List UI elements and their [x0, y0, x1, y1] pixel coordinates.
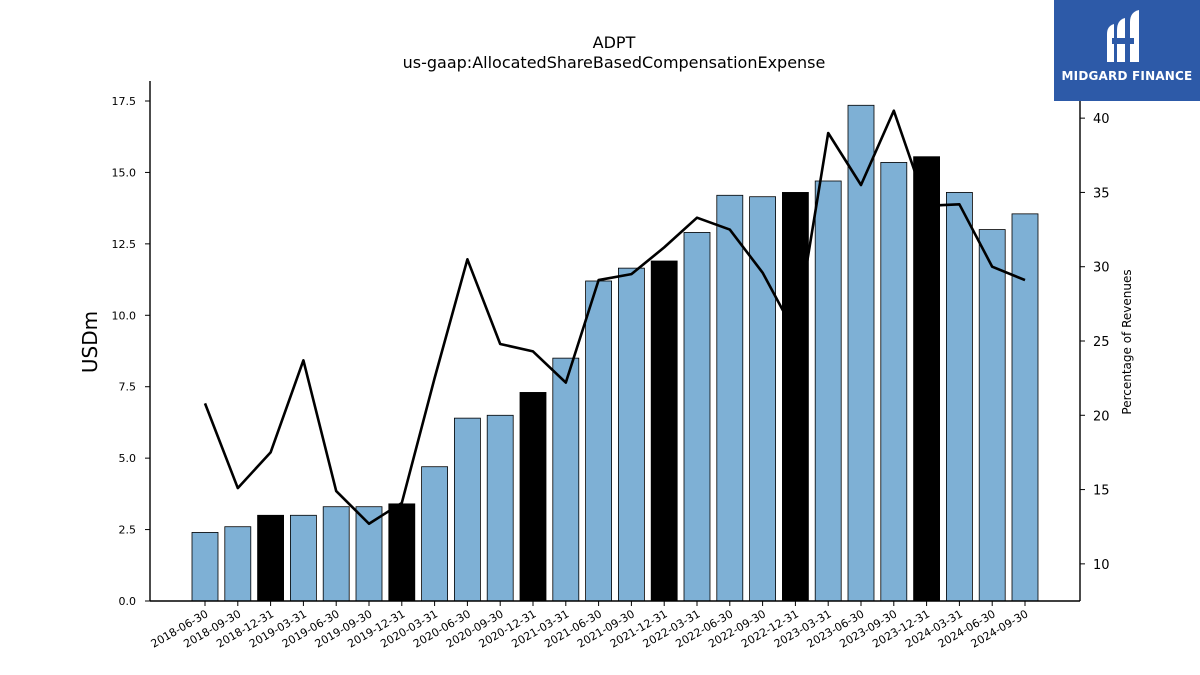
- y-right-tick-label: 10: [1093, 558, 1110, 573]
- bars-layer: [191, 104, 1039, 602]
- bar-2018-12-31: [257, 514, 285, 602]
- bar-2018-06-30: [191, 532, 219, 602]
- y-tick-label: 10.0: [112, 309, 137, 322]
- y-axis-label-right: Percentage of Revenues: [1120, 269, 1134, 414]
- bar-2020-12-31: [519, 392, 547, 602]
- bar-2023-12-31: [913, 156, 940, 602]
- chart-subtitle: us-gaap:AllocatedShareBasedCompensationE…: [403, 53, 826, 72]
- bar-2023-09-30: [880, 162, 908, 602]
- y-tick-label: 7.5: [119, 381, 137, 394]
- y-right-tick-label: 15: [1093, 484, 1110, 499]
- y-tick-label: 15.0: [112, 166, 137, 179]
- bar-2019-03-31: [289, 514, 317, 602]
- bar-2019-12-31: [388, 503, 416, 602]
- bar-2020-09-30: [486, 414, 514, 602]
- bar-2019-06-30: [322, 506, 350, 602]
- bar-2024-09-30: [1011, 213, 1039, 602]
- midgard-logo-icon: [1107, 10, 1139, 62]
- midgard-finance-logo: MIDGARD FINANCE: [1054, 0, 1200, 101]
- bar-2021-09-30: [618, 267, 645, 602]
- y-tick-label: 5.0: [119, 452, 137, 465]
- y-tick-label: 17.5: [112, 95, 137, 108]
- y-axis-label: USDm: [78, 311, 102, 373]
- bar-2022-09-30: [749, 196, 776, 602]
- y-right-tick-label: 25: [1093, 335, 1110, 350]
- bar-2022-12-31: [782, 192, 809, 602]
- y-tick-label: 2.5: [119, 524, 137, 537]
- bar-2023-06-30: [847, 104, 875, 602]
- bar-2021-06-30: [585, 280, 612, 602]
- bar-2022-06-30: [716, 194, 744, 602]
- bar-2019-09-30: [355, 506, 383, 602]
- bar-2021-12-31: [650, 260, 678, 602]
- logo-text: MIDGARD FINANCE: [1061, 69, 1193, 83]
- bar-2024-03-31: [946, 192, 973, 602]
- bar-2024-06-30: [978, 229, 1006, 602]
- line-layer: [203, 109, 1026, 526]
- y-right-tick-label: 20: [1093, 409, 1110, 424]
- bar-2018-09-30: [224, 526, 252, 602]
- bar-2021-03-31: [552, 357, 580, 602]
- y-right-tick-label: 30: [1093, 261, 1110, 276]
- y-right-tick-label: 40: [1093, 112, 1110, 127]
- bar-2020-03-31: [421, 466, 449, 602]
- y-tick-label: 0.0: [119, 595, 137, 608]
- line-series: [203, 109, 1026, 526]
- bar-2022-03-31: [683, 232, 711, 602]
- chart-title: ADPT: [593, 33, 636, 52]
- bar-2020-06-30: [453, 417, 481, 602]
- y-tick-label: 12.5: [112, 238, 137, 251]
- bar-2023-03-31: [814, 180, 842, 602]
- y-right-tick-label: 35: [1093, 186, 1110, 201]
